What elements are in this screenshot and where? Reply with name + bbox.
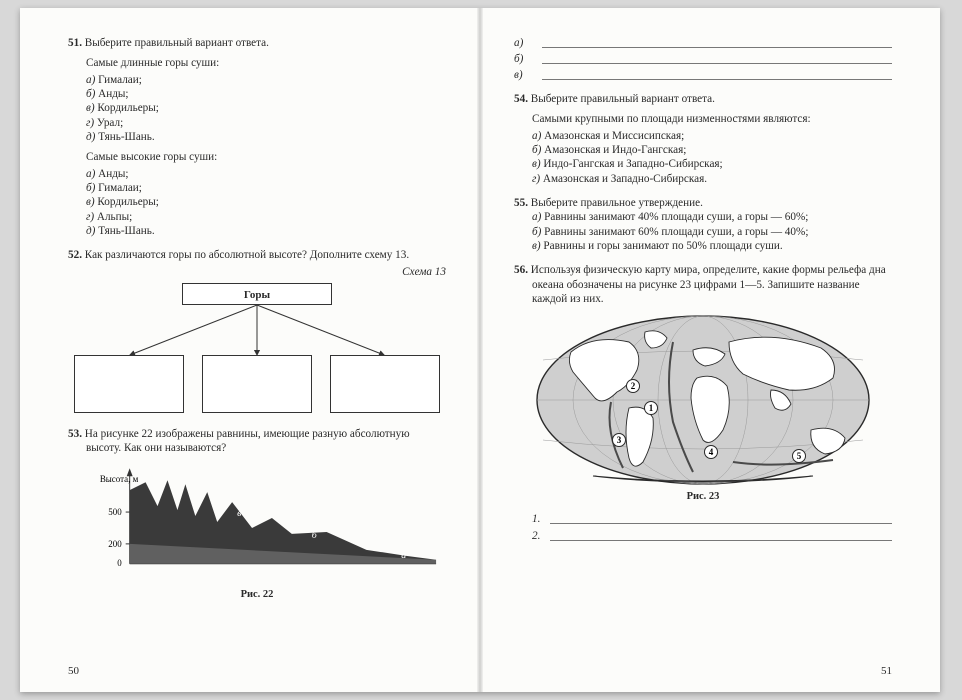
q51-o2a: а) Анды; xyxy=(86,167,446,181)
fig22-label-a: а xyxy=(401,549,406,560)
page-left: 51. Выберите правильный вариант ответа. … xyxy=(20,8,480,692)
q51-o2g: г) Альпы; xyxy=(86,210,446,224)
q56-prompt: 56. Используя физическую карту мира, опр… xyxy=(532,263,892,306)
q54-num: 54. xyxy=(514,93,528,105)
question-54: 54. Выберите правильный вариант ответа. … xyxy=(514,92,892,186)
blank-b: б) xyxy=(542,52,892,64)
fig23-svg: 1 2 3 4 5 xyxy=(533,312,873,488)
fig23-caption: Рис. 23 xyxy=(514,490,892,503)
q51-o1a: а) Гималаи; xyxy=(86,73,446,87)
fig23-lbl-3: 3 xyxy=(613,434,626,447)
q51-sub2: Самые высокие горы суши: xyxy=(86,150,446,164)
blank-a: а) xyxy=(542,36,892,48)
fig23-lbl-2: 2 xyxy=(627,380,640,393)
svg-text:3: 3 xyxy=(617,435,622,445)
q54-prompt: 54. Выберите правильный вариант ответа. xyxy=(532,92,892,106)
fig22-tick-500: 500 xyxy=(108,507,122,517)
fig23-lbl-5: 5 xyxy=(793,450,806,463)
q51-o2v: в) Кордильеры; xyxy=(86,195,446,209)
q52-prompt: 52. Как различаются горы по абсолютной в… xyxy=(86,248,446,262)
q51-o1b: б) Анды; xyxy=(86,87,446,101)
svg-text:2: 2 xyxy=(631,381,636,391)
q55-text: Выберите правильное утверждение. xyxy=(531,197,703,209)
fig22-caption: Рис. 22 xyxy=(68,588,446,601)
q52-text: Как различаются горы по абсолютной высот… xyxy=(85,249,409,261)
scheme13-label: Схема 13 xyxy=(68,265,446,279)
q56-num: 56. xyxy=(514,264,528,276)
page-number-left: 50 xyxy=(68,664,79,678)
fig23-lbl-4: 4 xyxy=(705,446,718,459)
q51-sub1: Самые длинные горы суши: xyxy=(86,56,446,70)
scheme13-diagram: Горы xyxy=(74,283,440,417)
q51-o1d: д) Тянь-Шань. xyxy=(86,130,446,144)
svg-text:5: 5 xyxy=(797,451,802,461)
q55-oa: а) Равнины занимают 40% площади суши, а … xyxy=(532,210,892,224)
book-spread: 51. Выберите правильный вариант ответа. … xyxy=(20,8,940,692)
q55-num: 55. xyxy=(514,197,528,209)
svg-text:1: 1 xyxy=(649,403,654,413)
scheme13-box-2 xyxy=(202,355,312,413)
blank-v: в) xyxy=(542,68,892,80)
q53-text: На рисунке 22 изображены равнины, имеющи… xyxy=(85,428,410,454)
q51-num: 51. xyxy=(68,37,82,49)
svg-text:4: 4 xyxy=(709,447,714,457)
q54-ov: в) Индо-Гангская и Западно-Сибирская; xyxy=(532,157,892,171)
q55-prompt: 55. Выберите правильное утверждение. xyxy=(532,196,892,210)
q56-text: Используя физическую карту мира, определ… xyxy=(531,264,886,305)
q51-o1v: в) Кордильеры; xyxy=(86,101,446,115)
fig22-tick-200: 200 xyxy=(108,538,122,548)
scheme13-box-1 xyxy=(74,355,184,413)
q51-prompt: 51. Выберите правильный вариант ответа. xyxy=(86,36,446,50)
figure-22: 500 200 0 Высота, м а б в Рис. 22 xyxy=(68,462,446,582)
q51-o2b: б) Гималаи; xyxy=(86,181,446,195)
question-51: 51. Выберите правильный вариант ответа. … xyxy=(68,36,446,238)
fig22-tick-0: 0 xyxy=(117,557,122,567)
fig23-lbl-1: 1 xyxy=(645,402,658,415)
fig22-svg: 500 200 0 Высота, м а б в xyxy=(68,462,446,582)
question-52: 52. Как различаются горы по абсолютной в… xyxy=(68,248,446,417)
scheme13-top-box: Горы xyxy=(182,283,332,305)
q54-lead: Самыми крупными по площади низменностями… xyxy=(532,112,892,126)
q54-text: Выберите правильный вариант ответа. xyxy=(531,93,715,105)
q51-o2d: д) Тянь-Шань. xyxy=(86,224,446,238)
page-number-right: 51 xyxy=(881,664,892,678)
fig22-label-v: в xyxy=(237,508,242,519)
question-53: 53. На рисунке 22 изображены равнины, им… xyxy=(68,427,446,582)
answer-line-2: 2. xyxy=(532,529,892,543)
q51-o1g: г) Урал; xyxy=(86,116,446,130)
q54-oa: а) Амазонская и Миссисипская; xyxy=(532,129,892,143)
q53-num: 53. xyxy=(68,428,82,440)
q53-prompt: 53. На рисунке 22 изображены равнины, им… xyxy=(86,427,446,456)
q55-ob: б) Равнины занимают 60% площади суши, а … xyxy=(532,225,892,239)
q52-num: 52. xyxy=(68,249,82,261)
figure-23: 1 2 3 4 5 xyxy=(533,312,873,488)
page-right: а) б) в) 54. Выберите правильный вариант… xyxy=(480,8,940,692)
question-56: 56. Используя физическую карту мира, опр… xyxy=(514,263,892,543)
q54-ob: б) Амазонская и Индо-Гангская; xyxy=(532,143,892,157)
q54-og: г) Амазонская и Западно-Сибирская. xyxy=(532,172,892,186)
answer-line-1: 1. xyxy=(532,512,892,526)
question-55: 55. Выберите правильное утверждение. а) … xyxy=(514,196,892,253)
q51-text: Выберите правильный вариант ответа. xyxy=(85,37,269,49)
scheme13-box-3 xyxy=(330,355,440,413)
q55-ov: в) Равнины и горы занимают по 50% площад… xyxy=(532,239,892,253)
fig22-ylabel: Высота, м xyxy=(100,474,139,484)
